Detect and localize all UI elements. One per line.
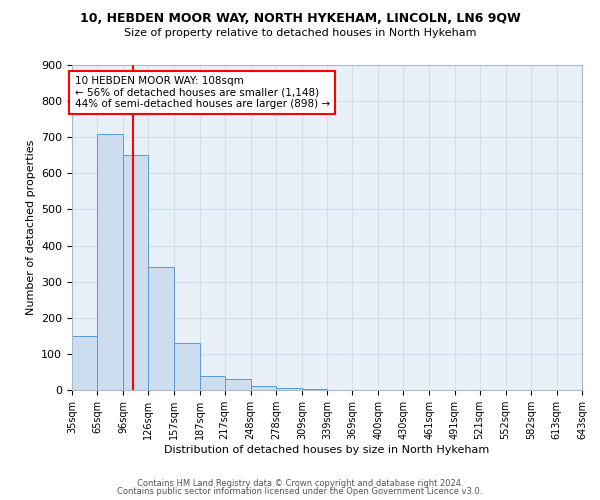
Bar [251,386,276,390]
Y-axis label: Number of detached properties: Number of detached properties [26,140,35,315]
Bar [148,267,175,390]
X-axis label: Distribution of detached houses by size in North Hykeham: Distribution of detached houses by size … [164,445,490,455]
Bar [72,336,97,390]
Bar [224,379,251,390]
Text: 10, HEBDEN MOOR WAY, NORTH HYKEHAM, LINCOLN, LN6 9QW: 10, HEBDEN MOOR WAY, NORTH HYKEHAM, LINC… [80,12,520,26]
Text: Contains public sector information licensed under the Open Government Licence v3: Contains public sector information licen… [118,488,482,496]
Text: Size of property relative to detached houses in North Hykeham: Size of property relative to detached ho… [124,28,476,38]
Text: Contains HM Land Registry data © Crown copyright and database right 2024.: Contains HM Land Registry data © Crown c… [137,478,463,488]
Bar [276,388,302,390]
Bar [175,343,199,390]
Bar [123,156,148,390]
Bar [199,376,224,390]
Text: 10 HEBDEN MOOR WAY: 108sqm
← 56% of detached houses are smaller (1,148)
44% of s: 10 HEBDEN MOOR WAY: 108sqm ← 56% of deta… [74,76,329,109]
Bar [97,134,123,390]
